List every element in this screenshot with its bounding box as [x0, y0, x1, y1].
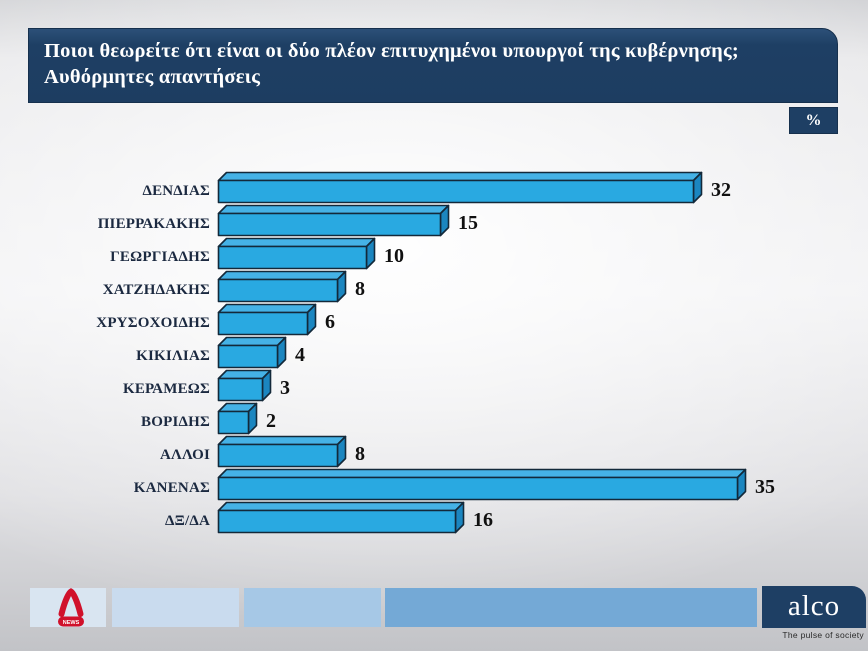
bar-segment	[217, 369, 271, 401]
value-label: 10	[384, 245, 404, 267]
value-label: 8	[355, 443, 365, 465]
alco-logo-text: alco	[787, 590, 841, 622]
bar-3d	[217, 468, 748, 507]
bar-segment	[217, 204, 449, 236]
footer-color-block	[385, 588, 757, 627]
value-label: 2	[266, 410, 276, 432]
footer-color-block	[244, 588, 381, 627]
category-label: ΧΑΤΖΗΔΑΚΗΣ	[102, 282, 210, 298]
value-label: 32	[711, 179, 731, 201]
alpha-a-icon: NEWS	[58, 588, 84, 627]
bar-segment	[217, 270, 346, 302]
category-label: ΠΙΕΡΡΑΚΑΚΗΣ	[97, 216, 210, 232]
value-label: 15	[458, 212, 478, 234]
bar-3d	[217, 204, 451, 243]
category-label: ΒΟΡΙΔΗΣ	[141, 414, 210, 430]
category-label: ΑΛΛΟΙ	[160, 447, 210, 463]
footer-color-block	[112, 588, 239, 627]
question-title-line1: Ποιοι θεωρείτε ότι είναι οι δύο πλέον επ…	[44, 40, 739, 62]
bar-segment	[217, 402, 257, 434]
bar-segment	[217, 303, 316, 335]
bar-3d	[217, 237, 377, 276]
alpha-news-logo: NEWS	[57, 588, 85, 628]
question-title-bar: Ποιοι θεωρείτε ότι είναι οι δύο πλέον επ…	[28, 28, 838, 103]
alpha-news-label: NEWS	[63, 620, 80, 626]
bar-segment	[217, 468, 746, 500]
category-label: ΔΞ/ΔΑ	[165, 513, 210, 529]
bar-segment	[217, 237, 375, 269]
bar-segment	[217, 435, 346, 467]
value-label: 16	[473, 509, 493, 531]
bar-segment	[217, 171, 702, 203]
category-label: ΧΡΥΣΟΧΟΙΔΗΣ	[96, 315, 210, 331]
value-label: 35	[755, 476, 775, 498]
category-label: ΔΕΝΔΙΑΣ	[142, 183, 210, 199]
alco-tagline: The pulse of society	[782, 630, 864, 640]
bar-3d	[217, 369, 273, 408]
category-label: ΚΕΡΑΜΕΩΣ	[122, 381, 210, 397]
value-label: 4	[295, 344, 305, 366]
category-label: ΓΕΩΡΓΙΑΔΗΣ	[110, 249, 210, 265]
bar-3d	[217, 171, 704, 210]
bar-segment	[217, 501, 464, 533]
alco-logo: alco	[762, 586, 866, 628]
bar-3d	[217, 435, 348, 474]
value-label: 8	[355, 278, 365, 300]
bar-3d	[217, 402, 259, 441]
bar-segment	[217, 336, 286, 368]
bar-chart: ΔΕΝΔΙΑΣ 32 ΠΙΕΡΡΑΚΑΚΗΣ 15 ΓΕΩΡΓΙΑΔΗΣ 10 ΧΑΤΖΗΔ…	[0, 160, 868, 560]
question-title-line2: Αυθόρμητες απαντήσεις	[44, 66, 261, 88]
value-label: 6	[325, 311, 335, 333]
bar-3d	[217, 501, 466, 540]
percent-unit-badge: %	[789, 107, 838, 134]
bar-3d	[217, 336, 288, 375]
bar-3d	[217, 270, 348, 309]
value-label: 3	[280, 377, 290, 399]
category-label: ΚΙΚΙΛΙΑΣ	[136, 348, 210, 364]
category-label: ΚΑΝΕΝΑΣ	[133, 480, 210, 496]
bar-3d	[217, 303, 318, 342]
